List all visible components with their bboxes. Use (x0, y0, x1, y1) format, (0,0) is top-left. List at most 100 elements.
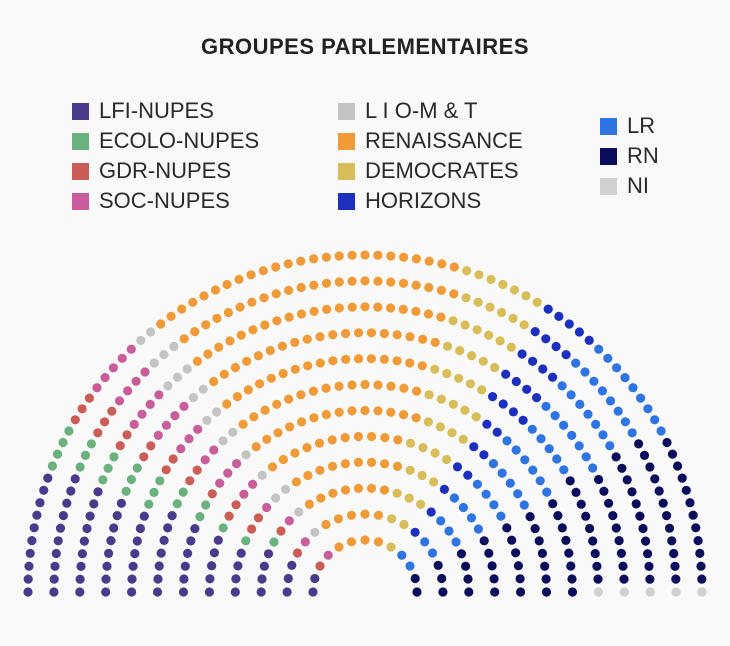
seat-dot (617, 463, 627, 473)
seat-dot (484, 330, 494, 340)
seat-dot (315, 561, 325, 571)
seat-dot (259, 293, 269, 303)
seat-dot (424, 256, 434, 266)
seat-dot (169, 341, 179, 352)
seat-dot (179, 401, 189, 411)
seat-dot (209, 376, 219, 387)
legend-swatch (338, 162, 355, 180)
seat-dot (424, 390, 434, 400)
seat-dot (511, 445, 521, 455)
legend-label: DEMOCRATES (365, 158, 519, 183)
seat-dot (360, 509, 370, 519)
seat-dot (541, 334, 551, 344)
seat-dot (341, 328, 351, 339)
seat-dot (248, 479, 258, 489)
seat-dot (507, 535, 517, 545)
seat-dot (520, 455, 530, 465)
seat-dot (498, 279, 508, 290)
seat-dot (100, 417, 110, 427)
seat-dot (84, 393, 94, 403)
seat-dot (437, 259, 447, 269)
seat-dot (592, 561, 602, 571)
seat-dot (386, 381, 396, 391)
seat-dot (353, 483, 364, 493)
seat-dot (645, 574, 655, 584)
seat-dot (550, 411, 560, 421)
seat-dot (24, 561, 34, 571)
seat-dot (272, 399, 282, 409)
seat-dot (373, 537, 384, 547)
seat-dot (341, 354, 351, 364)
seat-dot (458, 434, 468, 444)
seat-dot (290, 364, 300, 374)
seat-dot (47, 461, 58, 471)
seat-dot (444, 526, 454, 536)
seat-dot (436, 394, 446, 404)
seat-dot (508, 313, 518, 323)
seat-dot (122, 430, 132, 440)
seat-dot (471, 412, 481, 422)
seat-dot (366, 328, 377, 338)
seat-dot (101, 587, 111, 597)
seat-dot (575, 399, 585, 409)
seat-dot (247, 524, 257, 534)
seat-dot (515, 574, 525, 584)
seat-dot (207, 489, 217, 499)
seat-dot (314, 438, 324, 448)
seat-dot (334, 277, 344, 287)
seat-dot (399, 410, 409, 420)
seat-dot (367, 431, 377, 442)
seat-dot (149, 358, 159, 368)
seat-dot (322, 304, 332, 314)
seat-dot (487, 561, 497, 571)
seat-dot (297, 417, 307, 427)
legend-label: L I O-M & T (365, 98, 478, 123)
seat-dot (650, 415, 660, 425)
seat-dot (405, 332, 415, 342)
seat-dot (654, 486, 664, 496)
seat-dot (379, 354, 389, 364)
seat-dot (140, 367, 150, 377)
seat-dot (436, 285, 446, 295)
seat-dot (456, 549, 467, 559)
seat-dot (51, 548, 61, 559)
seat-dot (581, 452, 591, 462)
seat-dot (153, 430, 163, 440)
seat-dot (266, 373, 276, 383)
seat-dot (218, 436, 228, 446)
seat-dot (178, 587, 189, 597)
seat-dot (691, 523, 701, 533)
seat-dot (347, 276, 357, 286)
seat-dot (386, 542, 396, 552)
seat-dot (127, 574, 137, 584)
seat-dot (89, 499, 99, 509)
seat-dot (232, 392, 242, 402)
legend-label: LFI-NUPES (99, 98, 214, 123)
seat-dot (603, 353, 613, 363)
seat-dot (159, 535, 169, 546)
seat-dot (472, 479, 482, 489)
seat-dot (386, 277, 396, 287)
seat-dot (511, 376, 521, 387)
seat-dot (566, 390, 576, 400)
seat-dot (127, 587, 137, 597)
seat-dot (109, 452, 119, 462)
seat-dot (417, 361, 427, 371)
seat-dot (447, 428, 457, 438)
seat-dot (207, 561, 217, 571)
seat-dot (405, 561, 415, 571)
seat-dot (416, 499, 426, 509)
seat-dot (238, 419, 248, 429)
seat-dot (248, 325, 258, 335)
seat-dot (27, 536, 37, 546)
seat-dot (55, 523, 66, 533)
seat-dot (39, 485, 49, 495)
seat-dot (367, 457, 377, 467)
seat-dot (161, 465, 171, 475)
seat-dot (231, 500, 241, 510)
legend-swatch (338, 102, 355, 120)
seat-dot (392, 488, 402, 498)
seat-dot (513, 561, 524, 571)
seat-dot (204, 587, 214, 597)
seat-dot (209, 445, 219, 455)
